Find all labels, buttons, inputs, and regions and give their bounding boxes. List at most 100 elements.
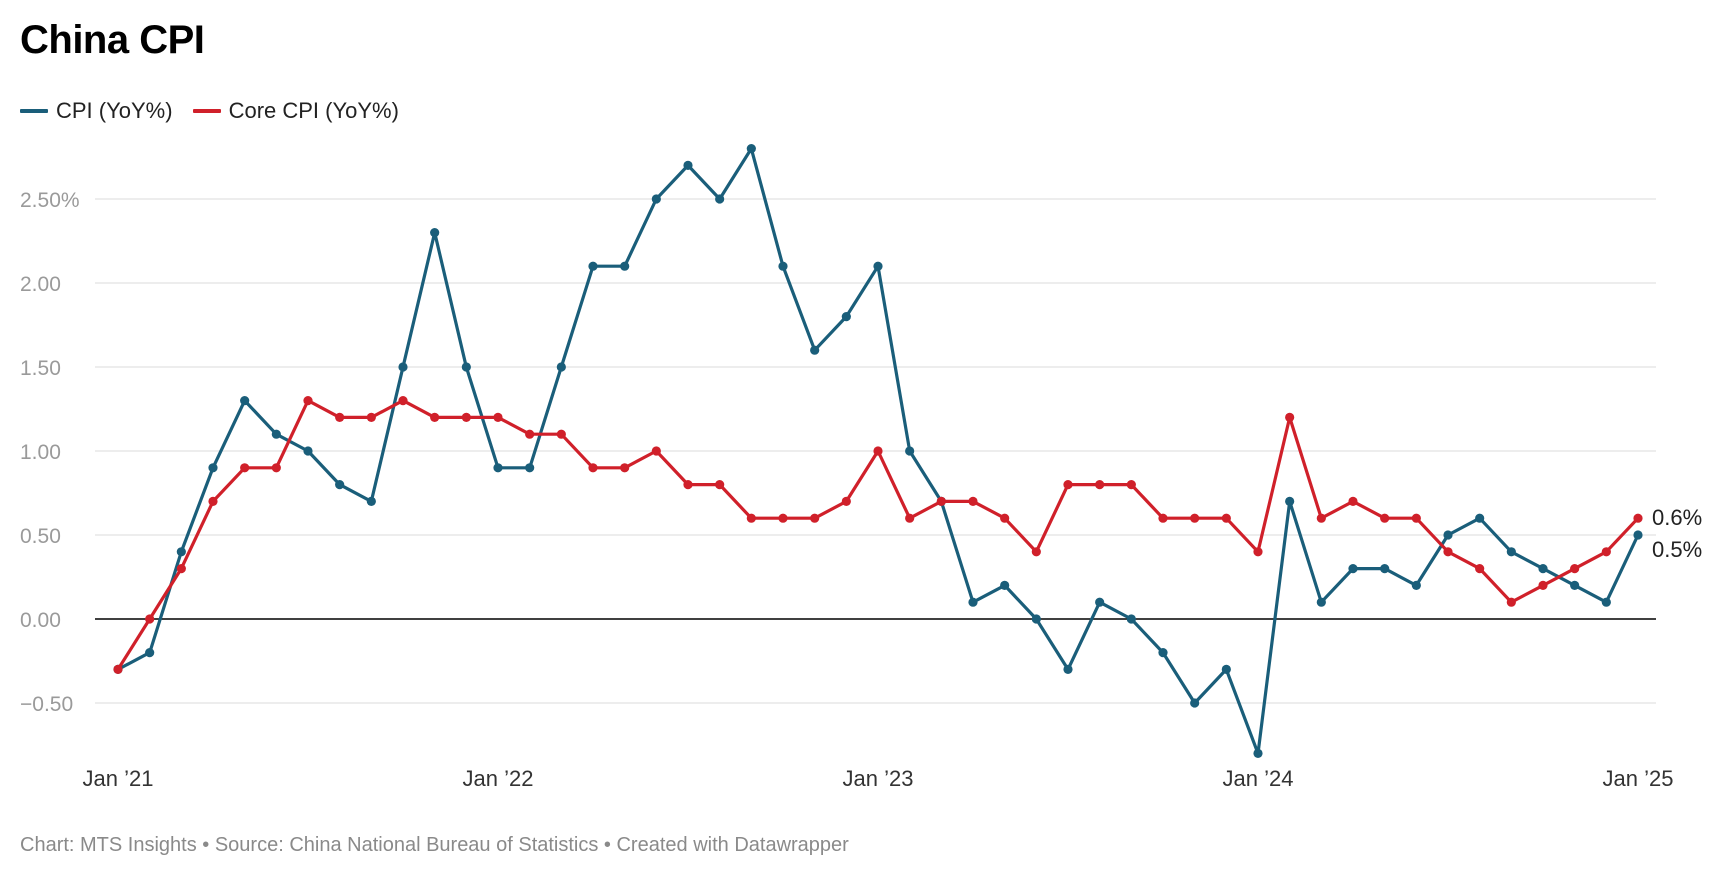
data-point-cpi: [208, 463, 218, 473]
data-point-core-cpi: [683, 480, 693, 490]
data-point-cpi: [1348, 564, 1358, 574]
data-point-core-cpi: [873, 446, 883, 456]
data-point-cpi: [176, 547, 186, 557]
data-point-cpi: [430, 228, 440, 238]
data-point-cpi: [1221, 664, 1231, 675]
data-point-cpi: [1095, 597, 1105, 607]
data-point-core-cpi: [715, 480, 725, 490]
data-point-core-cpi: [1190, 513, 1200, 523]
data-point-core-cpi: [303, 396, 313, 406]
data-point-core-cpi: [461, 412, 471, 422]
data-point-core-cpi: [176, 564, 186, 574]
legend: CPI (YoY%) Core CPI (YoY%): [20, 98, 399, 124]
data-point-cpi: [778, 261, 788, 271]
data-point-core-cpi: [968, 496, 978, 506]
data-point-core-cpi: [1633, 513, 1643, 523]
data-point-cpi: [145, 648, 155, 658]
legend-label-core-cpi: Core CPI (YoY%): [228, 98, 399, 123]
data-point-cpi: [841, 312, 851, 322]
data-point-core-cpi: [430, 412, 440, 422]
data-point-core-cpi: [493, 412, 503, 422]
data-point-cpi: [1380, 564, 1390, 574]
data-point-cpi: [810, 345, 820, 355]
end-label-cpi: 0.5%: [1652, 537, 1702, 562]
data-point-core-cpi: [556, 429, 566, 439]
data-point-cpi: [303, 446, 313, 456]
data-point-cpi: [1443, 530, 1453, 540]
data-point-core-cpi: [588, 463, 598, 473]
data-point-cpi: [1601, 597, 1611, 607]
data-point-cpi: [366, 496, 376, 506]
data-point-cpi: [1285, 496, 1295, 506]
data-point-cpi: [968, 597, 978, 607]
data-point-core-cpi: [240, 463, 250, 473]
legend-item-core-cpi: Core CPI (YoY%): [192, 98, 399, 124]
data-point-core-cpi: [1443, 547, 1453, 557]
data-point-cpi: [1158, 648, 1168, 658]
data-point-cpi: [588, 261, 598, 271]
y-tick-label: 1.50: [20, 357, 61, 380]
data-point-core-cpi: [271, 463, 281, 473]
data-point-core-cpi: [1126, 480, 1136, 490]
data-point-core-cpi: [208, 496, 218, 506]
x-tick-label: Jan ’25: [1603, 766, 1674, 791]
data-point-cpi: [746, 144, 756, 154]
data-point-core-cpi: [1063, 480, 1073, 490]
data-point-cpi: [1316, 597, 1326, 607]
data-point-cpi: [1253, 748, 1263, 759]
x-tick-label: Jan ’23: [843, 766, 914, 791]
y-tick-label: 1.00: [20, 441, 61, 464]
data-point-core-cpi: [746, 513, 756, 523]
data-point-core-cpi: [1253, 547, 1263, 557]
data-point-cpi: [398, 362, 408, 372]
data-point-core-cpi: [1380, 513, 1390, 523]
data-point-core-cpi: [810, 513, 820, 523]
y-tick-label: 0.50: [20, 525, 61, 548]
data-point-core-cpi: [1411, 513, 1421, 523]
legend-swatch-core-cpi: [192, 109, 221, 113]
data-point-core-cpi: [1285, 412, 1295, 422]
data-point-core-cpi: [1570, 564, 1580, 574]
legend-swatch-cpi: [20, 109, 48, 113]
data-point-core-cpi: [1221, 513, 1231, 523]
data-point-cpi: [1633, 530, 1643, 540]
data-point-cpi: [1475, 513, 1485, 523]
data-point-core-cpi: [1000, 513, 1010, 523]
data-point-core-cpi: [620, 463, 630, 473]
data-point-cpi: [461, 362, 471, 372]
data-point-cpi: [1570, 580, 1580, 591]
data-point-cpi: [493, 463, 503, 473]
data-point-cpi: [1190, 698, 1200, 708]
data-point-core-cpi: [366, 412, 376, 422]
data-point-cpi: [1126, 614, 1136, 624]
data-point-core-cpi: [1316, 513, 1326, 523]
data-point-core-cpi: [841, 496, 851, 506]
y-tick-label: 2.50%: [20, 189, 80, 212]
y-tick-label: 0.00: [20, 609, 61, 632]
data-point-cpi: [1031, 614, 1041, 624]
data-point-core-cpi: [651, 446, 661, 456]
x-tick-label: Jan ’22: [463, 766, 534, 791]
data-point-core-cpi: [525, 429, 535, 439]
y-tick-label: 2.00: [20, 273, 61, 296]
data-point-core-cpi: [1506, 597, 1516, 607]
legend-item-cpi: CPI (YoY%): [20, 98, 173, 124]
data-point-cpi: [1411, 580, 1421, 591]
data-point-core-cpi: [335, 412, 345, 422]
data-point-core-cpi: [936, 496, 946, 506]
data-point-cpi: [525, 463, 535, 473]
data-point-cpi: [715, 194, 725, 204]
data-point-core-cpi: [1601, 547, 1611, 557]
data-point-cpi: [1538, 564, 1548, 574]
data-point-cpi: [873, 261, 883, 271]
data-point-core-cpi: [398, 396, 408, 406]
data-point-cpi: [1063, 664, 1073, 675]
data-point-cpi: [651, 194, 661, 204]
data-point-core-cpi: [113, 664, 123, 675]
y-tick-label: −0.50: [20, 693, 73, 716]
x-tick-label: Jan ’24: [1223, 766, 1294, 791]
data-point-core-cpi: [1095, 480, 1105, 490]
data-point-core-cpi: [1538, 580, 1548, 591]
data-point-cpi: [1506, 547, 1516, 557]
